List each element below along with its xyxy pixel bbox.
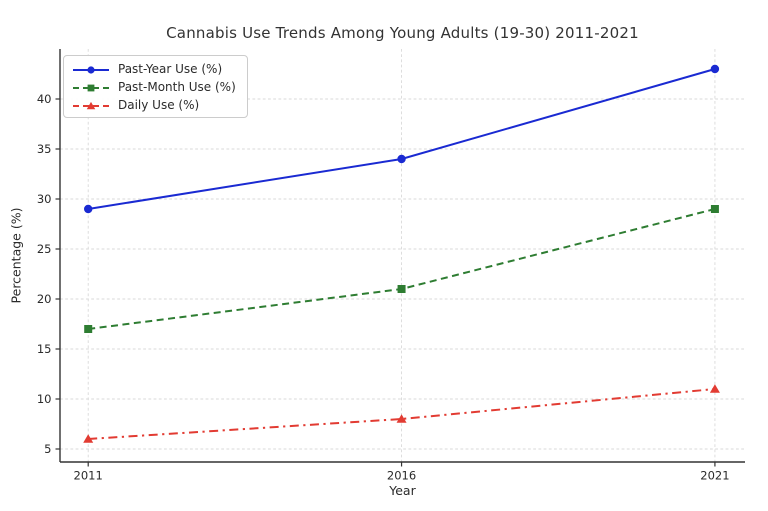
legend-item-daily-use: Daily Use (%) xyxy=(72,96,236,113)
square-marker-icon xyxy=(84,325,93,333)
legend: Past-Year Use (%) Past-Month Use (%) Dai… xyxy=(63,55,248,118)
triangle-marker-icon xyxy=(83,434,94,443)
y-tick-label: 15 xyxy=(37,342,52,356)
square-marker-icon xyxy=(710,205,719,213)
chart-title: Cannabis Use Trends Among Young Adults (… xyxy=(166,24,639,42)
y-tick-label: 30 xyxy=(37,192,52,206)
square-marker-icon xyxy=(397,285,406,293)
legend-label: Past-Month Use (%) xyxy=(118,79,236,94)
circle-marker-icon xyxy=(84,204,93,214)
square-marker-icon xyxy=(72,80,110,94)
triangle-marker-icon xyxy=(709,384,720,393)
circle-marker-icon xyxy=(397,154,406,164)
y-tick-label: 20 xyxy=(37,292,52,306)
x-tick-label: 2016 xyxy=(387,469,416,483)
x-tick-label: 2021 xyxy=(700,469,729,483)
x-axis-label: Year xyxy=(389,483,416,498)
square-marker-icon xyxy=(87,84,95,91)
triangle-marker-icon xyxy=(72,98,110,112)
y-tick-label: 35 xyxy=(37,142,52,156)
x-tick-label: 2011 xyxy=(74,469,103,483)
circle-marker-icon xyxy=(87,65,95,74)
y-tick-label: 25 xyxy=(37,242,52,256)
triangle-marker-icon xyxy=(396,414,407,423)
series-line xyxy=(88,388,716,440)
circle-marker-icon xyxy=(72,62,110,76)
y-tick-label: 10 xyxy=(37,392,52,406)
legend-label: Past-Year Use (%) xyxy=(118,61,223,76)
circle-marker-icon xyxy=(710,64,720,74)
legend-item-past-month-use: Past-Month Use (%) xyxy=(72,78,236,95)
triangle-marker-icon xyxy=(86,101,96,109)
y-tick-label: 40 xyxy=(37,92,52,106)
y-tick-label: 5 xyxy=(44,442,51,456)
legend-label: Daily Use (%) xyxy=(118,97,200,112)
legend-item-past-year-use: Past-Year Use (%) xyxy=(72,60,236,77)
